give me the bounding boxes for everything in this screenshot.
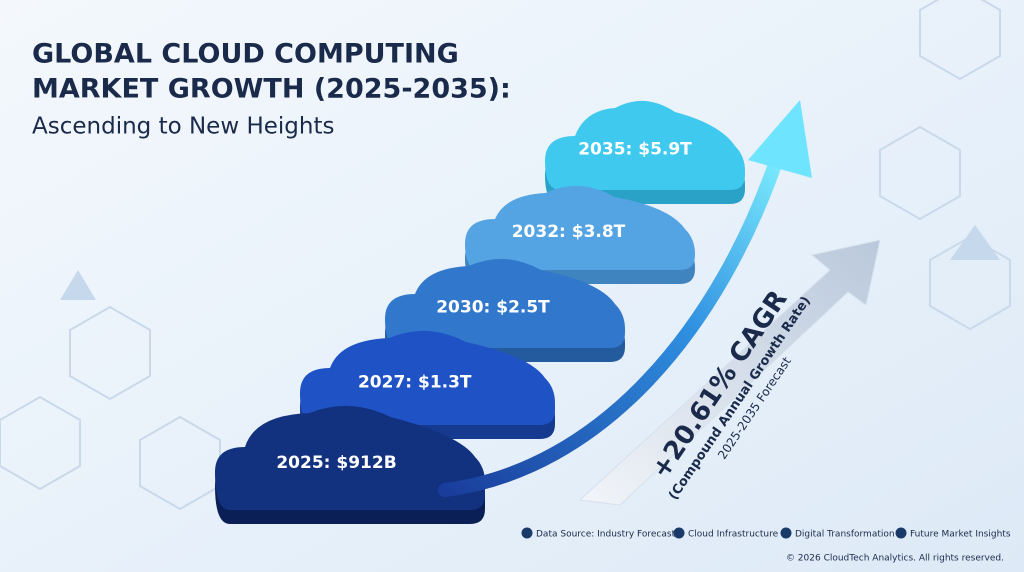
step-label: 2032: $3.8T — [512, 222, 626, 242]
footer-item: Digital Transformation — [795, 530, 895, 540]
step-label: 2027: $1.3T — [358, 372, 472, 392]
title: MARKET GROWTH (2025-2035): — [32, 74, 511, 105]
footer-icon — [521, 527, 533, 539]
subtitle: Ascending to New Heights — [32, 114, 334, 140]
cloud-shape — [545, 100, 745, 190]
copyright: © 2026 CloudTech Analytics. All rights r… — [786, 554, 1004, 564]
cagr-arrow — [578, 239, 881, 506]
cloud-shape — [465, 185, 695, 270]
triangle-decor — [60, 270, 96, 300]
cloud-step: 2035: $5.9T — [545, 100, 745, 204]
title: GLOBAL CLOUD COMPUTING — [32, 39, 459, 70]
footer-item: Future Market Insights — [910, 530, 1011, 540]
cloud-shape — [300, 330, 555, 425]
step-label: 2035: $5.9T — [578, 140, 692, 160]
cloud-shape — [215, 405, 485, 510]
growth-arrow — [438, 143, 787, 497]
step-label: 2025: $912B — [276, 453, 396, 473]
cloud-step: 2032: $3.8T — [465, 185, 695, 284]
cloud-steps: 2035: $5.9T 2032: $3.8T 2030: $2.5T 2027: $… — [215, 100, 745, 524]
footer-icon — [673, 527, 685, 539]
footer: Data Source: Industry Forecasts Cloud Inf… — [521, 527, 1011, 540]
cloud-step: 2025: $912B — [215, 405, 485, 524]
footer-item: Data Source: Industry Forecasts — [536, 530, 680, 540]
footer-icon — [895, 527, 907, 539]
footer-item: Cloud Infrastructure — [688, 530, 779, 540]
arrow-head — [748, 100, 812, 178]
cloud-shape — [385, 258, 625, 348]
footer-icon — [780, 527, 792, 539]
triangle-decor — [950, 225, 1000, 260]
step-label: 2030: $2.5T — [436, 298, 550, 318]
